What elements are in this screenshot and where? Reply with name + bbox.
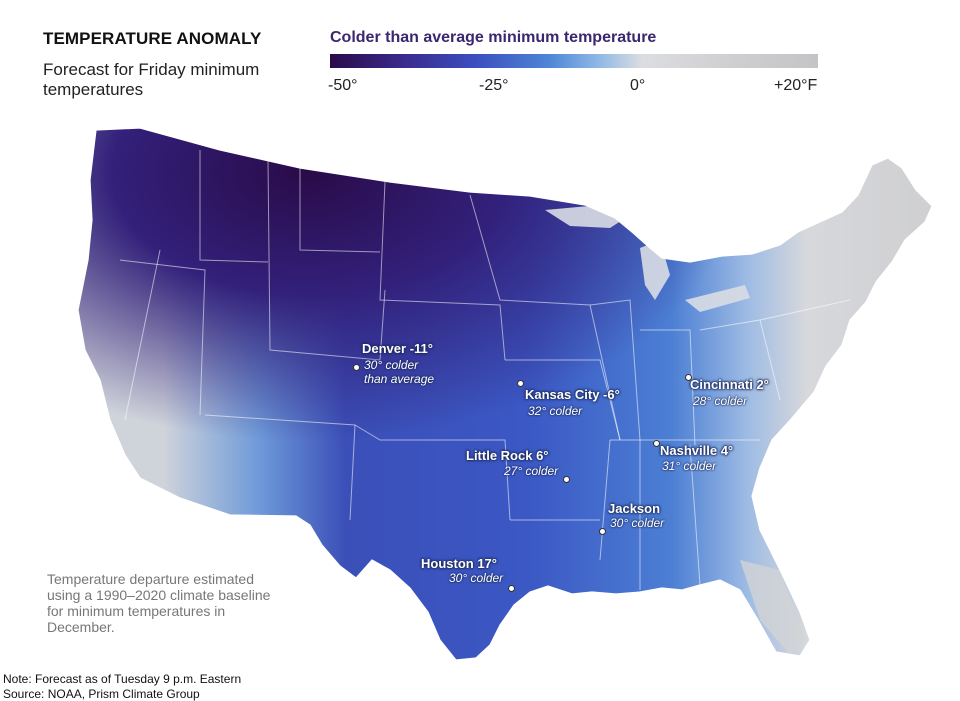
city-note-denver-2: than average bbox=[364, 372, 435, 386]
city-marker-jackson bbox=[599, 528, 606, 535]
city-label-denver: Denver -11° bbox=[362, 341, 433, 356]
city-label-little-rock: Little Rock 6° bbox=[466, 448, 549, 463]
city-note-cincinnati: 28° colder bbox=[693, 394, 748, 408]
city-label-kansas-city: Kansas City -6° bbox=[525, 387, 620, 402]
city-marker-kansas-city bbox=[517, 380, 524, 387]
city-note-houston: 30° colder bbox=[449, 571, 504, 585]
legend-color-ramp bbox=[330, 54, 818, 68]
legend-tick-minus-50: -50° bbox=[328, 77, 358, 94]
city-marker-cincinnati bbox=[685, 374, 692, 381]
city-label-cincinnati: Cincinnati 2° bbox=[690, 377, 769, 392]
map-subtitle: Forecast for Friday minimum temperatures bbox=[43, 60, 260, 99]
city-marker-houston bbox=[508, 585, 515, 592]
city-marker-little-rock bbox=[563, 476, 570, 483]
city-note-little-rock: 27° colder bbox=[504, 464, 559, 478]
city-label-jackson: Jackson bbox=[608, 501, 661, 516]
city-label-houston: Houston 17° bbox=[421, 556, 497, 571]
city-note-nashville: 31° colder bbox=[662, 459, 717, 473]
city-note-denver: 30° colder bbox=[364, 358, 419, 372]
legend-tick-minus-25: -25° bbox=[479, 77, 509, 94]
legend-tick-plus-20: +20°F bbox=[774, 77, 818, 94]
baseline-note: Temperature departure estimated using a … bbox=[47, 571, 271, 635]
legend-title: Colder than average minimum temperature bbox=[330, 29, 657, 46]
map-title: TEMPERATURE ANOMALY bbox=[43, 29, 262, 48]
city-marker-denver bbox=[353, 364, 360, 371]
city-label-nashville: Nashville 4° bbox=[660, 443, 734, 458]
forecast-note: Note: Forecast as of Tuesday 9 p.m. East… bbox=[3, 672, 242, 686]
city-note-kansas-city: 32° colder bbox=[528, 404, 583, 418]
legend-tick-zero: 0° bbox=[630, 77, 646, 94]
city-note-jackson: 30° colder bbox=[610, 516, 665, 530]
city-marker-nashville bbox=[653, 440, 660, 447]
source-note: Source: NOAA, Prism Climate Group bbox=[3, 687, 200, 701]
